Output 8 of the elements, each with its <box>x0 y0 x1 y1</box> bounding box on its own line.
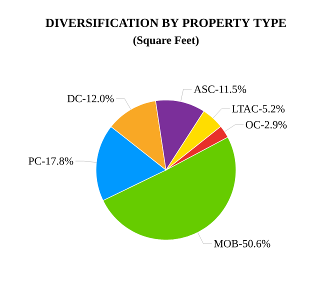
slice-label: ASC-11.5% <box>194 86 246 93</box>
slice-label: MOB-50.6% <box>214 240 270 248</box>
slice-label: OC-2.9% <box>246 121 287 128</box>
slice-label: PC-17.8% <box>28 157 74 165</box>
chart-subtitle: (Square Feet) <box>133 36 199 46</box>
slice-label: LTAC-5.2% <box>232 105 285 113</box>
chart-title: DIVERSIFICATION BY PROPERTY TYPE <box>46 18 286 28</box>
slice-label: DC-12.0% <box>67 94 114 102</box>
